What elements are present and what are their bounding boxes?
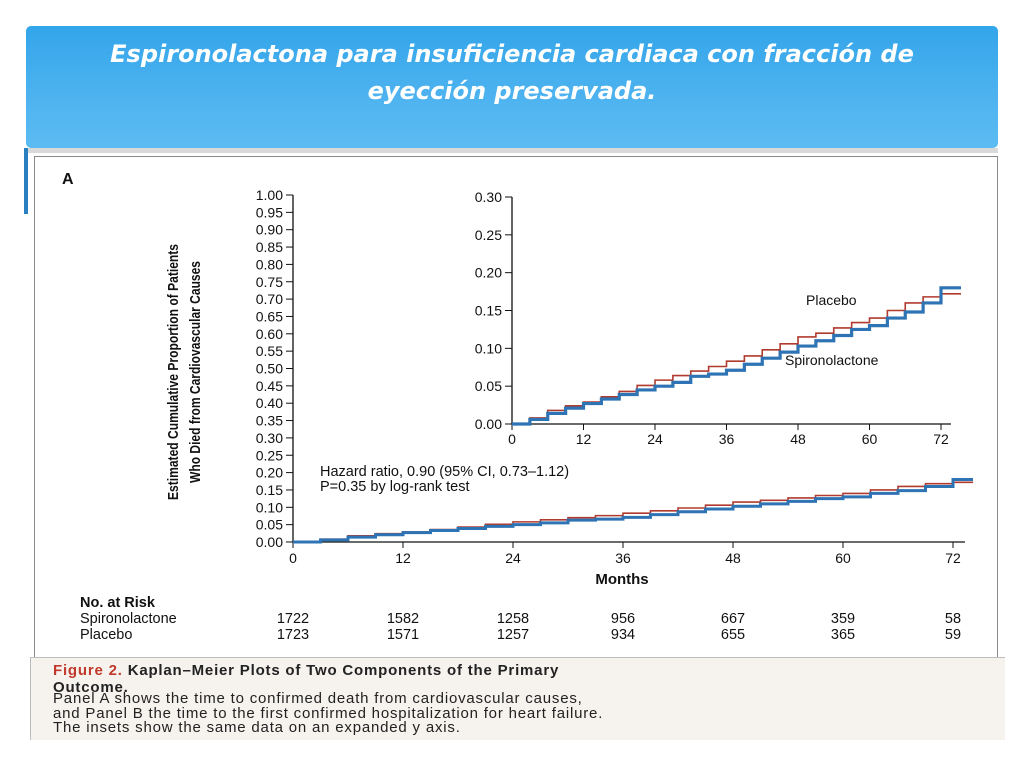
- figure-frame: [34, 156, 998, 661]
- inset-x-tick-label: 60: [862, 431, 878, 447]
- main-y-tick-label: 0.90: [256, 222, 283, 238]
- main-x-tick-label: 36: [615, 550, 631, 566]
- at-risk-table: Spironolactone 1722 1582 1258 956 667 359 58 Pla…: [80, 611, 961, 643]
- main-y-tick-label: 0.65: [256, 308, 283, 324]
- main-x-tick-label: 24: [505, 550, 521, 566]
- at-risk-value: 359: [831, 611, 855, 627]
- caption-line-2: and Panel B the time to the first confir…: [53, 705, 604, 722]
- main-x-tick-label: 60: [835, 550, 851, 566]
- main-y-tick-label: 0.55: [256, 343, 283, 359]
- at-risk-value: 1571: [387, 627, 419, 643]
- at-risk-row-label: Placebo: [80, 627, 132, 643]
- main-y-tick-label: 0.00: [256, 534, 283, 550]
- inset-series-line-spironolactone: [512, 286, 961, 426]
- title-banner: [26, 26, 998, 148]
- inset-y-tick-label: 0.00: [475, 416, 502, 432]
- main-y-tick-label: 0.05: [256, 517, 283, 533]
- inset-y-tick-label: 0.10: [475, 340, 502, 356]
- inset-y-tick-label: 0.20: [475, 265, 502, 281]
- at-risk-value: 1258: [497, 611, 529, 627]
- main-plot-series: [293, 478, 973, 544]
- main-y-tick-label: 0.60: [256, 326, 283, 342]
- at-risk-value: 934: [611, 627, 635, 643]
- panel-label: A: [62, 171, 74, 188]
- at-risk-value: 1257: [497, 627, 529, 643]
- main-x-tick-label: 48: [725, 550, 741, 566]
- main-y-tick-label: 0.20: [256, 465, 283, 481]
- main-y-tick-label: 0.80: [256, 256, 283, 272]
- at-risk-value: 59: [945, 627, 961, 643]
- inset-series-line-placebo: [512, 293, 961, 425]
- main-y-tick-label: 0.75: [256, 274, 283, 290]
- inset-x-tick-label: 72: [933, 431, 949, 447]
- inset-spironolactone-label: Spironolactone: [785, 352, 879, 368]
- x-axis-label: Months: [595, 571, 648, 588]
- at-risk-value: 1582: [387, 611, 419, 627]
- inset-y-tick-label: 0.05: [475, 378, 502, 394]
- inset-y-tick-label: 0.25: [475, 227, 502, 243]
- main-y-tick-label: 0.95: [256, 204, 283, 220]
- main-y-tick-label: 0.10: [256, 499, 283, 515]
- main-y-tick-label: 0.40: [256, 395, 283, 411]
- main-plot-axes: 0.000.050.100.150.200.250.300.350.400.45…: [256, 187, 965, 566]
- main-y-tick-label: 0.35: [256, 413, 283, 429]
- at-risk-value: 655: [721, 627, 745, 643]
- at-risk-value: 58: [945, 611, 961, 627]
- inset-x-tick-label: 12: [576, 431, 592, 447]
- main-y-tick-label: 0.70: [256, 291, 283, 307]
- caption-figure-label: Figure 2.: [53, 662, 123, 679]
- main-y-tick-label: 0.50: [256, 361, 283, 377]
- hazard-ratio-text: Hazard ratio, 0.90 (95% CI, 0.73–1.12): [320, 464, 569, 480]
- caption-heading-2: Outcome.: [53, 679, 129, 696]
- main-x-tick-label: 72: [945, 550, 961, 566]
- caption-box: [30, 657, 1005, 740]
- at-risk-value: 956: [611, 611, 635, 627]
- at-risk-value: 667: [721, 611, 745, 627]
- main-series-line-spironolactone: [293, 478, 973, 544]
- main-y-tick-label: 0.25: [256, 447, 283, 463]
- at-risk-value: 1723: [277, 627, 309, 643]
- main-y-tick-label: 0.45: [256, 378, 283, 394]
- caption-line-3: The insets show the same data on an expa…: [53, 719, 461, 736]
- at-risk-title: No. at Risk: [80, 595, 156, 611]
- p-value-text: P=0.35 by log-rank test: [320, 479, 470, 495]
- main-x-tick-label: 12: [395, 550, 411, 566]
- at-risk-value: 1722: [277, 611, 309, 627]
- caption-heading: Kaplan–Meier Plots of Two Components of …: [127, 662, 560, 679]
- inset-x-tick-label: 24: [647, 431, 663, 447]
- inset-y-tick-label: 0.30: [475, 189, 502, 205]
- inset-x-tick-label: 48: [790, 431, 806, 447]
- y-axis-label-2: Who Died from Cardiovascular Causes: [187, 261, 204, 483]
- at-risk-row-label: Spironolactone: [80, 611, 177, 627]
- caption-heading-line: Figure 2. Kaplan–Meier Plots of Two Comp…: [53, 662, 559, 679]
- inset-y-tick-label: 0.15: [475, 303, 502, 319]
- at-risk-value: 365: [831, 627, 855, 643]
- main-x-tick-label: 0: [289, 550, 297, 566]
- main-y-tick-label: 1.00: [256, 187, 283, 203]
- inset-plot-series: [512, 286, 961, 426]
- inset-placebo-label: Placebo: [806, 292, 857, 308]
- main-y-tick-label: 0.85: [256, 239, 283, 255]
- main-y-tick-label: 0.15: [256, 482, 283, 498]
- inset-x-tick-label: 0: [508, 431, 516, 447]
- banner-shadow: [26, 148, 998, 153]
- accent-bar: [24, 148, 28, 214]
- inset-plot-axes: 0.00 0.05 0.10 0.15 0.20 0.25 0.30 0 12 24 36 48 60 7…: [475, 189, 951, 447]
- slide-title: Espironolactona para insuficiencia cardi…: [110, 40, 914, 105]
- inset-x-tick-label: 36: [719, 431, 735, 447]
- caption-line-1: Panel A shows the time to confirmed deat…: [53, 690, 583, 707]
- y-axis-label-1: Estimated Cumulative Proportion of Patie…: [165, 244, 182, 500]
- main-y-tick-label: 0.30: [256, 430, 283, 446]
